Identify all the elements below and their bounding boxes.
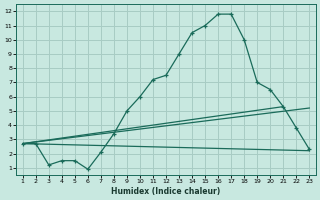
- X-axis label: Humidex (Indice chaleur): Humidex (Indice chaleur): [111, 187, 221, 196]
